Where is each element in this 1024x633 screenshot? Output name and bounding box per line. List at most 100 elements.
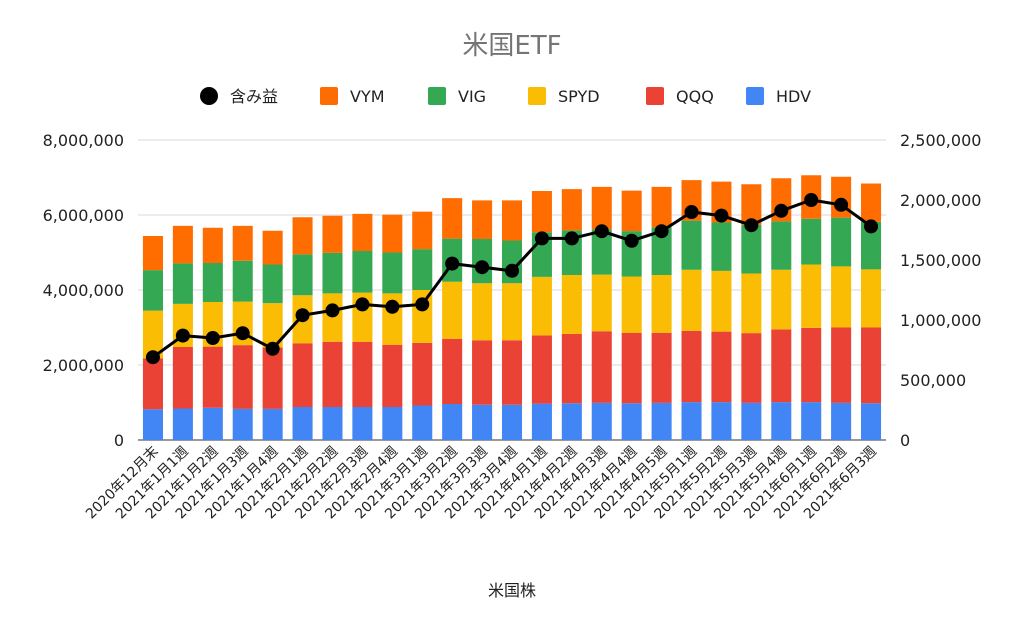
bar-hdv (831, 402, 852, 440)
bar-vig (262, 264, 283, 304)
bar-spyd (711, 270, 732, 332)
bar-spyd (322, 293, 343, 342)
bar-spyd (831, 266, 852, 328)
line-point-unrealized-gain (505, 263, 519, 278)
bar-qqq (501, 340, 523, 405)
y-left-tick-label: 4,000,000 (43, 281, 124, 300)
bar-vig (322, 252, 343, 294)
bar-vig (382, 252, 403, 294)
line-point-unrealized-gain (235, 326, 250, 341)
bar-qqq (621, 332, 642, 404)
bar-spyd (801, 264, 822, 328)
bar-vym (561, 189, 582, 231)
bar-spyd (861, 269, 882, 328)
x-axis-title: 米国株 (488, 581, 536, 600)
bar-vym (412, 211, 433, 250)
legend-label: 含み益 (230, 87, 278, 106)
bar-hdv (681, 402, 702, 440)
bar-hdv (801, 402, 822, 440)
bar-vig (142, 270, 163, 311)
bars (142, 175, 882, 440)
bar-qqq (591, 331, 612, 403)
bar-vig (412, 249, 433, 290)
bar-hdv (442, 404, 463, 440)
bar-vig (681, 220, 702, 270)
bar-vym (292, 217, 313, 255)
line-point-unrealized-gain (325, 303, 340, 318)
bar-vig (861, 221, 882, 270)
bar-hdv (561, 403, 582, 440)
bar-hdv (232, 408, 253, 440)
y-right-tick-label: 0 (900, 431, 910, 450)
y-left-tick-label: 8,000,000 (43, 131, 124, 150)
bar-hdv (472, 404, 493, 440)
x-axis: 2020年12月末2021年1月1週2021年1月2週2021年1月3週2021… (83, 444, 880, 523)
bar-hdv (202, 407, 223, 440)
bar-vig (771, 221, 792, 270)
y-axis-left: 0 2,000,000 4,000,000 6,000,000 8,000,000 (43, 131, 124, 450)
bar-vig (172, 263, 193, 304)
line-point-unrealized-gain (445, 256, 460, 271)
bar-spyd (621, 276, 642, 333)
bar-qqq (292, 343, 313, 407)
line-point-unrealized-gain (684, 205, 699, 219)
bar-vym (861, 183, 882, 222)
bar-spyd (442, 281, 463, 339)
bar-qqq (322, 341, 343, 407)
line-point-unrealized-gain (864, 219, 879, 234)
bar-vig (591, 229, 612, 275)
line-point-unrealized-gain (385, 299, 400, 314)
bar-hdv (292, 407, 313, 440)
bar-qqq (801, 327, 822, 403)
bar-hdv (591, 402, 612, 440)
y-left-tick-label: 0 (114, 431, 124, 450)
bar-spyd (501, 283, 523, 341)
bar-hdv (621, 403, 642, 440)
line-point-unrealized-gain (534, 231, 549, 246)
legend-swatch-qqq (646, 87, 664, 105)
line-point-unrealized-gain (564, 231, 579, 246)
bar-hdv (322, 407, 343, 440)
bar-vym (651, 186, 672, 228)
legend-swatch-vig (428, 87, 446, 105)
bar-hdv (651, 402, 672, 440)
bar-hdv (771, 402, 792, 440)
bar-vig (352, 251, 373, 293)
bar-vym (621, 190, 642, 232)
bar-vym (442, 198, 463, 239)
bar-hdv (382, 407, 403, 440)
y-right-tick-label: 500,000 (900, 371, 966, 390)
bar-vym (142, 236, 163, 271)
bar-hdv (172, 408, 193, 440)
bar-vym (202, 227, 223, 263)
bar-qqq (352, 341, 373, 407)
bar-vig (831, 217, 852, 267)
line-point-unrealized-gain (415, 297, 430, 312)
line-point-unrealized-gain (295, 308, 310, 323)
bar-hdv (142, 409, 163, 440)
legend-swatch-unrealized-gain (200, 87, 218, 105)
bar-vig (801, 218, 822, 265)
bar-hdv (501, 404, 523, 440)
bar-qqq (262, 347, 283, 409)
bar-qqq (142, 358, 163, 410)
bar-spyd (651, 275, 672, 333)
legend-label: VIG (458, 87, 486, 106)
legend-label: HDV (776, 87, 811, 106)
line-point-unrealized-gain (624, 233, 639, 248)
bar-spyd (681, 269, 702, 331)
bar-qqq (741, 333, 762, 403)
bar-qqq (831, 327, 852, 403)
bar-vig (711, 222, 732, 271)
bar-vym (591, 186, 612, 230)
bar-spyd (741, 273, 762, 334)
legend-label: QQQ (676, 87, 714, 106)
bar-hdv (861, 403, 882, 440)
bar-qqq (561, 333, 582, 404)
bar-hdv (412, 405, 433, 440)
bar-qqq (681, 330, 702, 403)
bar-hdv (741, 402, 762, 440)
bar-qqq (412, 342, 433, 406)
bar-vym (352, 213, 373, 251)
